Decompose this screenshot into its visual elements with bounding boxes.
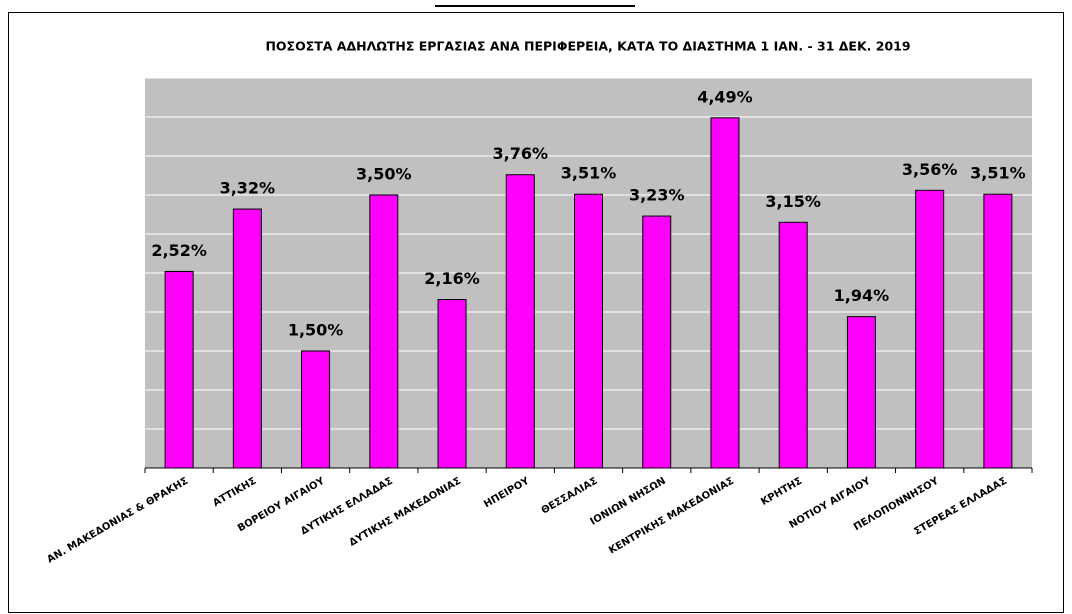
bar [778,221,808,469]
bar [301,350,331,469]
value-label: 3,51% [561,164,617,183]
value-label: 3,32% [220,179,276,198]
bar [983,193,1013,469]
value-label: 2,16% [424,269,480,288]
bar [710,117,740,469]
value-label: 1,94% [834,286,890,305]
bar [164,270,194,469]
bar [437,299,467,469]
value-label: 3,76% [493,144,549,163]
value-label: 2,52% [151,241,207,260]
bar [505,174,535,469]
value-label: 4,49% [697,87,753,106]
value-label: 3,15% [765,192,821,211]
bar [369,194,399,469]
value-label: 3,56% [902,160,958,179]
chart-title: ΠΟΣΟΣΤΑ ΑΔΗΛΩΤΗΣ ΕΡΓΑΣΙΑΣ ΑΝΑ ΠΕΡΙΦΕΡΕΙΑ… [265,39,910,54]
bar [846,316,876,469]
bar [232,208,262,469]
bar [642,215,672,469]
value-label: 3,51% [970,164,1026,183]
value-label: 1,50% [288,321,344,340]
value-label: 3,50% [356,165,412,184]
bar [574,193,603,469]
value-label: 3,23% [629,186,685,205]
bar [915,189,945,469]
